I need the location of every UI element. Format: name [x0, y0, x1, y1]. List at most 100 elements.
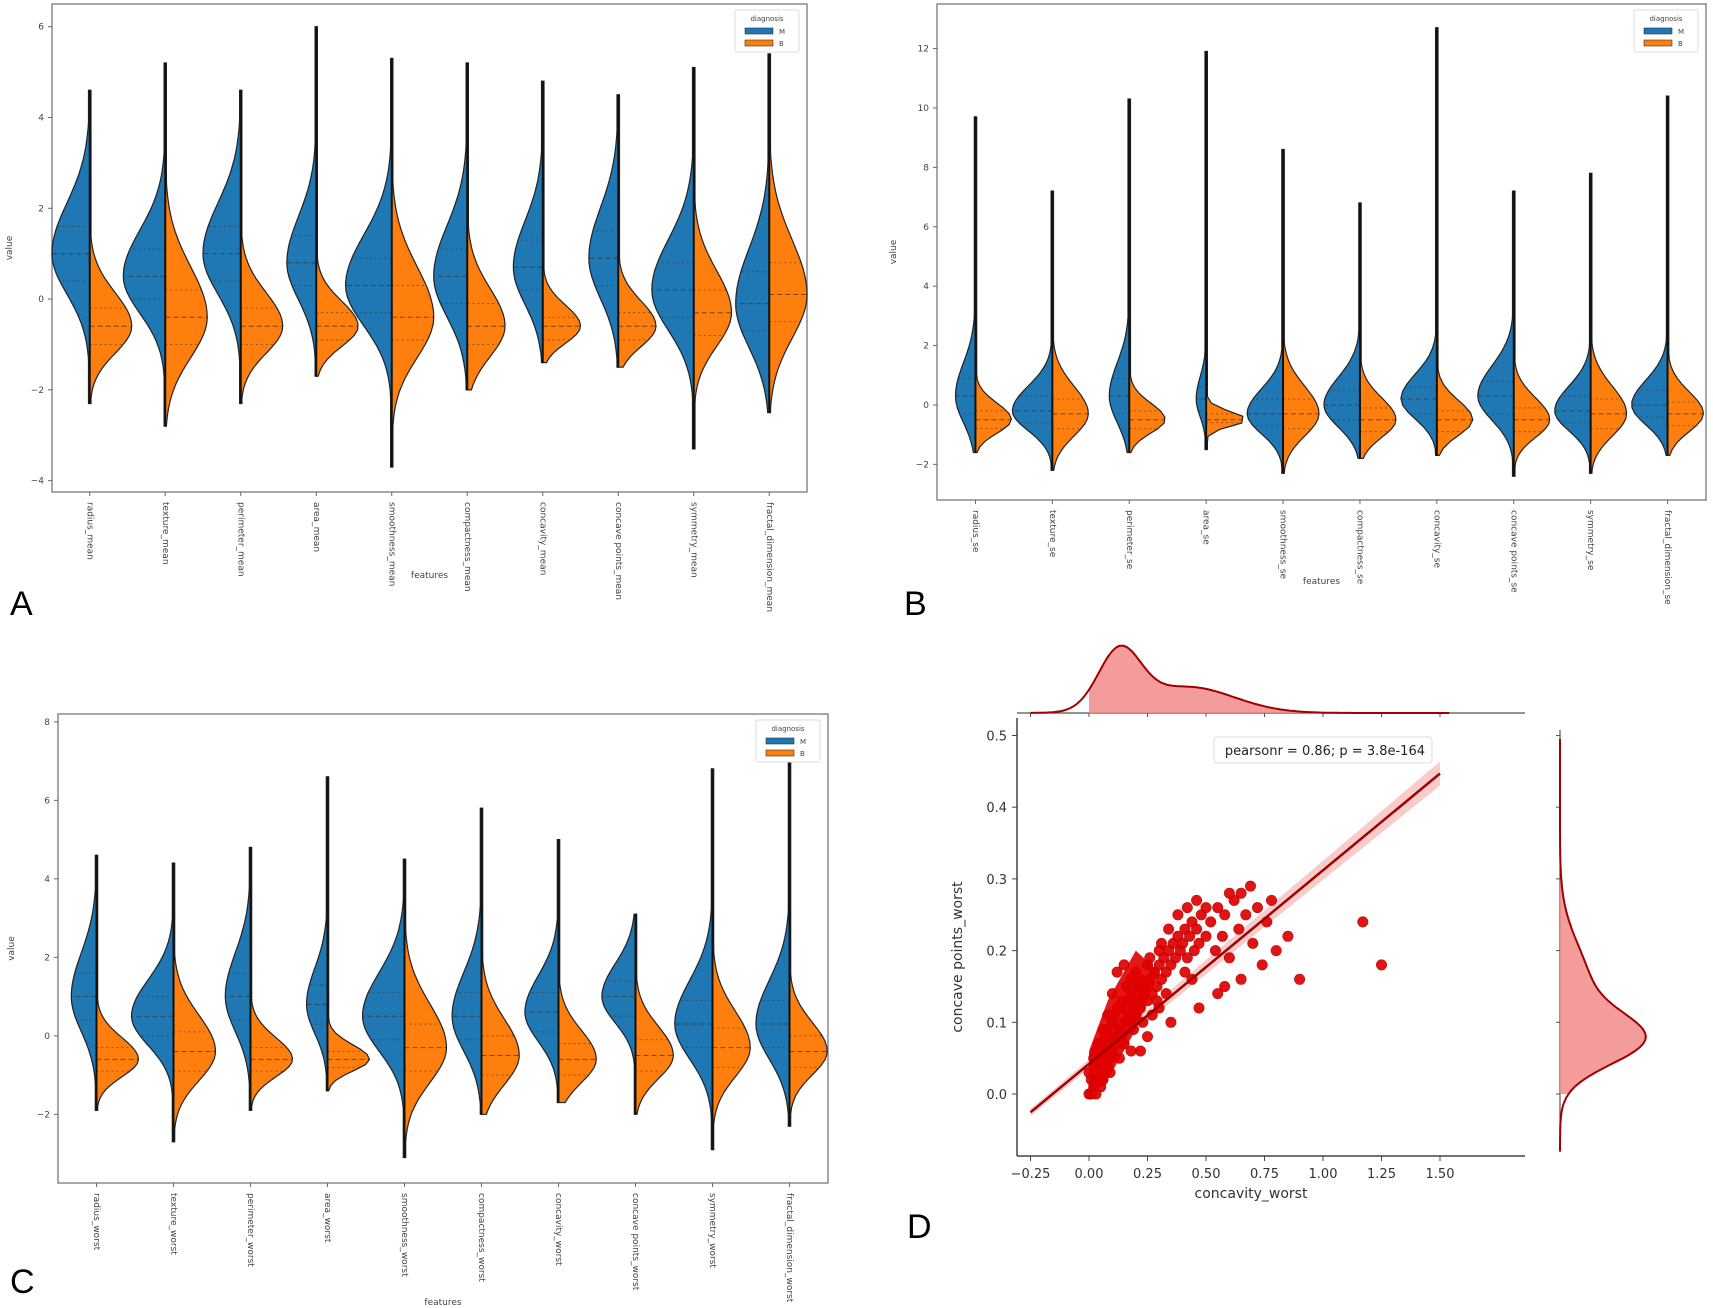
x-tick-label: 0.75	[1250, 1167, 1279, 1182]
violin-half-b	[249, 846, 294, 1112]
x-tick-label: radius_se	[970, 510, 980, 553]
panel-label-c: C	[10, 1263, 35, 1301]
scatter-point	[1219, 909, 1231, 921]
violin-half-m	[1246, 148, 1284, 474]
violin-half-b	[315, 26, 359, 377]
violin-half-m	[588, 94, 619, 368]
scatter-point	[1181, 902, 1193, 914]
violin-half-b	[768, 53, 808, 414]
scatter-point	[1235, 973, 1247, 985]
violin-half-b	[391, 57, 435, 468]
y-tick-label: 6	[38, 23, 44, 33]
y-tick-label: 6	[44, 796, 50, 806]
violin-half-b	[240, 89, 284, 405]
x-tick-label: radius_mean	[84, 502, 94, 560]
scatter-point	[1172, 909, 1184, 921]
violin-area_se	[1195, 50, 1247, 451]
x-tick-label: radius_worst	[91, 1193, 101, 1251]
x-tick-label: 1.25	[1367, 1167, 1396, 1182]
scatter-point	[1223, 887, 1235, 899]
violin-area_worst	[306, 776, 371, 1092]
violin-half-b	[164, 62, 208, 427]
scatter-dense-cluster	[1089, 950, 1160, 1098]
x-tick-label: concave points_se	[1508, 510, 1518, 593]
y-tick-label: 0.3	[986, 873, 1007, 888]
violin-half-b	[1128, 98, 1166, 454]
violin-half-m	[433, 62, 468, 391]
legend-swatch-m	[1643, 27, 1673, 35]
violin-half-b	[172, 862, 216, 1143]
violin-half-m	[224, 846, 252, 1112]
violin-half-b	[1666, 95, 1705, 457]
violin-fractal_dimension_se	[1631, 95, 1705, 457]
violin-fractal_dimension_worst	[755, 760, 828, 1127]
scatter-point	[1181, 952, 1193, 964]
x-tick-label: smoothness_worst	[399, 1193, 409, 1277]
scatter-point	[1216, 930, 1228, 942]
violin-half-m	[130, 862, 175, 1143]
violin-half-m	[344, 57, 393, 468]
violin-half-b	[711, 768, 751, 1151]
y-tick-label: 4	[923, 282, 929, 292]
y-tick-label: 0	[38, 295, 44, 305]
x-tick-label: 0.50	[1192, 1167, 1221, 1182]
violin-perimeter_se	[1108, 98, 1166, 454]
scatter-point	[1219, 980, 1231, 992]
violin-half-m	[1011, 190, 1053, 471]
violin-symmetry_se	[1554, 172, 1628, 474]
x-tick-label: compactness_se	[1354, 510, 1364, 585]
violin-concave-points_worst	[601, 913, 674, 1115]
y-tick-label: 0.2	[986, 945, 1007, 960]
scatter-point	[1212, 902, 1224, 914]
regression-line	[1029, 772, 1441, 1114]
x-tick-label: concave points_worst	[630, 1193, 640, 1291]
y-tick-label: −2	[916, 460, 929, 470]
violin-half-b	[480, 807, 520, 1115]
legend-swatch-b	[1643, 39, 1673, 47]
violin-half-b	[1051, 190, 1089, 471]
y-tick-label: 2	[38, 204, 44, 214]
scatter-point	[1193, 1002, 1205, 1014]
y-tick-label: 0.4	[986, 801, 1007, 816]
violin-radius_se	[954, 116, 1013, 454]
scatter-point	[1142, 1031, 1154, 1043]
scatter-point	[1111, 966, 1123, 978]
violin-half-m	[286, 26, 317, 377]
scatter-point	[1200, 902, 1212, 914]
x-tick-label: concavity_mean	[537, 502, 547, 575]
y-tick-label: 0	[44, 1032, 50, 1042]
violin-half-m	[1631, 95, 1669, 457]
violin-symmetry_mean	[651, 66, 732, 450]
x-tick-label: fractal_dimension_worst	[784, 1193, 794, 1303]
violin-half-m	[122, 62, 166, 427]
violin-half-m	[1323, 202, 1361, 460]
legend-label-b: B	[779, 40, 784, 48]
x-axis-label: features	[411, 571, 448, 581]
violin-half-m	[51, 89, 91, 405]
violin-half-b	[634, 913, 674, 1115]
scatter-point	[1270, 945, 1282, 957]
violin-half-b	[1436, 27, 1474, 457]
pearson-annotation: pearsonr = 0.86; p = 3.8e-164	[1225, 744, 1425, 759]
x-axis-label: features	[1303, 577, 1340, 587]
legend: diagnosis MB	[1633, 9, 1699, 53]
scatter-point	[1233, 923, 1245, 935]
y-tick-label: 0	[923, 401, 929, 411]
x-tick-label: concavity_worst	[553, 1193, 563, 1266]
y-tick-label: 10	[918, 104, 930, 114]
legend-label-m: M	[1678, 28, 1684, 36]
scatter-point	[1376, 959, 1388, 971]
right-marginal-kde	[1559, 739, 1647, 1152]
violin-compactness_worst	[451, 807, 520, 1115]
violin-half-b	[617, 94, 657, 368]
violin-half-m	[674, 768, 714, 1151]
violin-half-m	[451, 807, 483, 1115]
y-tick-label: −2	[31, 386, 44, 396]
violin-half-b	[542, 80, 582, 364]
legend-title: diagnosis	[750, 15, 783, 23]
y-tick-label: −2	[37, 1110, 50, 1120]
scatter-point	[1223, 952, 1235, 964]
annotation-box	[1213, 736, 1433, 764]
violin-half-m	[1108, 98, 1130, 454]
